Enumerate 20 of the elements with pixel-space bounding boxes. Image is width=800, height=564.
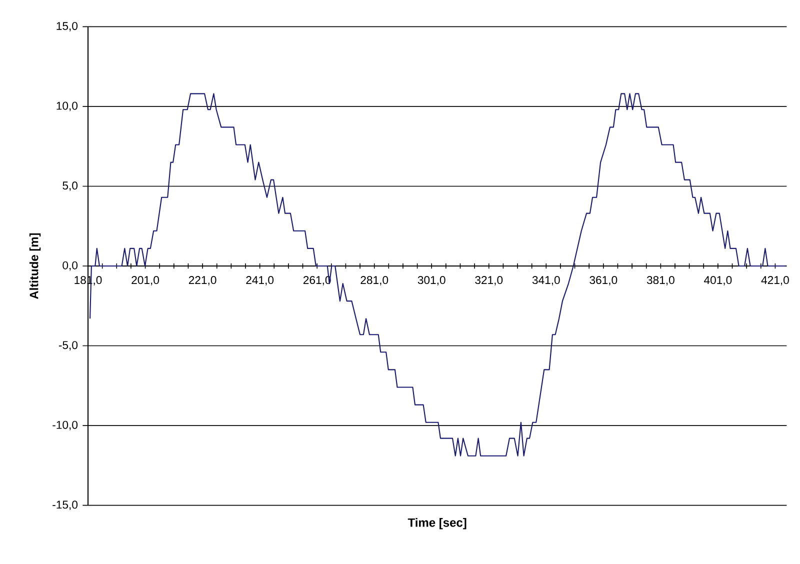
y-tick-label: 10,0	[56, 102, 78, 112]
x-tick-label: 321,0	[475, 276, 503, 286]
x-tick-label: 401,0	[704, 276, 732, 286]
y-tick-label: -5,0	[58, 341, 78, 350]
x-tick-label: 221,0	[188, 276, 216, 286]
x-tick-label: 421,0	[761, 276, 789, 286]
x-axis-title: Time [sec]	[408, 518, 466, 530]
y-axis-title: Altitude [m]	[29, 233, 41, 300]
x-tick-label: 381,0	[646, 276, 674, 286]
x-tick-label: 301,0	[418, 276, 446, 286]
x-tick-label: 281,0	[360, 276, 388, 286]
y-tick-label: 0,0	[62, 261, 78, 271]
y-tick-label: -15,0	[52, 500, 78, 510]
x-tick-label: 241,0	[246, 276, 274, 286]
x-tick-label: 361,0	[590, 276, 618, 286]
x-tick-label: 341,0	[532, 276, 560, 286]
x-tick-label: 201,0	[132, 276, 160, 286]
y-tick-label: 15,0	[56, 22, 78, 32]
y-tick-label: -10,0	[52, 420, 78, 430]
y-tick-label: 5,0	[62, 182, 78, 191]
